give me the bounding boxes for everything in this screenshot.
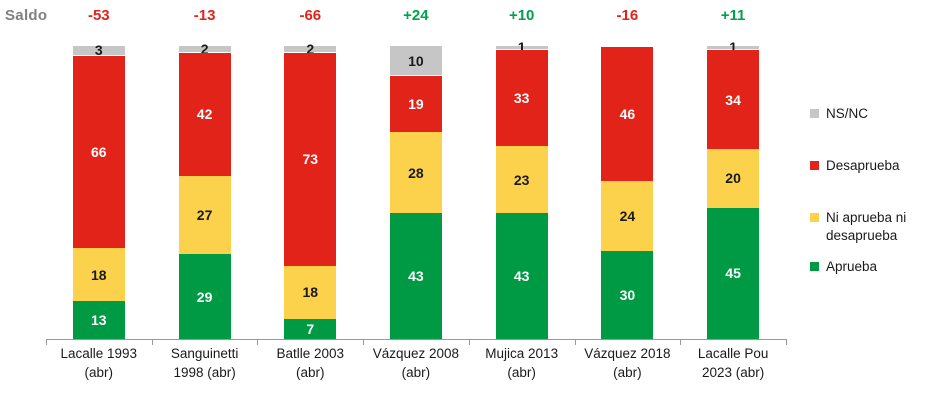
legend-item: Desaprueba	[810, 157, 900, 175]
legend-swatch	[810, 262, 819, 271]
segment-value-label: 73	[302, 151, 319, 168]
legend-swatch	[810, 213, 819, 222]
bar-segment: 30	[601, 251, 654, 339]
bar-segment: 2	[178, 42, 231, 56]
legend-label: Aprueba	[826, 259, 878, 274]
bar: 2 42 27 29	[178, 42, 231, 339]
saldo-value: +11	[720, 7, 746, 24]
bar-segment: 27	[178, 175, 231, 255]
segment-value-label: 27	[196, 206, 213, 223]
bar: 10 19 28 43	[389, 45, 442, 339]
bar-segment: 1	[495, 40, 548, 54]
segment-value-label: 10	[408, 52, 424, 69]
category-label: Mujica 2013 (abr)	[485, 346, 559, 380]
bar-segment: 24	[601, 181, 654, 252]
bar-segment: 43	[495, 213, 548, 339]
category-label: Lacalle 1993 (abr)	[60, 346, 138, 380]
category-label: Sanguinetti 1998 (abr)	[170, 346, 239, 380]
legend-item: NS/NC	[810, 105, 868, 123]
segment-value-label: 2	[200, 41, 209, 58]
axis-tick	[468, 339, 470, 345]
bar-segment: 3	[72, 42, 125, 59]
bar-segment: 33	[495, 49, 548, 147]
legend: NS/NC Desaprueba Ni aprueba ni desaprueba A…	[810, 98, 934, 298]
segment-value-label: 30	[619, 287, 636, 304]
legend-label: Desaprueba	[826, 158, 900, 173]
bar-segment: 66	[72, 55, 125, 249]
segment-value-label: 43	[513, 268, 530, 285]
bar: 1 33 23 43	[495, 40, 548, 339]
category-label: Batlle 2003 (abr)	[276, 346, 345, 380]
segment-value-label: 13	[91, 312, 107, 328]
bar: 2 73 18 7	[284, 42, 337, 339]
bar-segment: 23	[495, 146, 548, 214]
segment-value-label: 45	[725, 265, 741, 282]
saldo-value: +10	[508, 7, 535, 24]
legend-item: Ni aprueba ni desaprueba	[810, 209, 934, 245]
segment-value-label: 23	[513, 171, 530, 188]
saldo-value: -16	[616, 7, 639, 24]
segment-value-label: 66	[91, 144, 107, 161]
segment-value-label: 20	[725, 170, 741, 187]
legend-label: NS/NC	[826, 106, 869, 121]
segment-value-label: 24	[619, 208, 636, 225]
bar-segment: 42	[178, 52, 231, 176]
bar-segment: 1	[707, 40, 760, 54]
axis-tick	[151, 339, 153, 345]
segment-value-label: 7	[306, 320, 315, 337]
bar: 3 66 18 13	[72, 42, 125, 339]
bar-segment: 19	[389, 76, 442, 132]
bar-segment: 34	[707, 49, 760, 150]
segment-value-label: 1	[517, 39, 526, 56]
segment-value-label: 2	[306, 40, 315, 57]
axis-tick	[257, 339, 259, 345]
bar-segment: 73	[284, 52, 337, 267]
bar-segment: 46	[601, 47, 654, 182]
segment-value-label: 19	[408, 95, 424, 112]
axis-tick	[680, 339, 682, 345]
segment-value-label: 29	[196, 288, 213, 305]
legend-swatch	[810, 109, 819, 118]
category-label: Vázquez 2018 (abr)	[584, 346, 671, 380]
segment-value-label: 18	[91, 266, 107, 283]
bar-segment: 45	[707, 207, 760, 339]
bar-segment: 2	[284, 42, 337, 56]
segment-value-label: 43	[408, 268, 424, 285]
segment-value-label: 28	[408, 164, 424, 181]
bar: 1 34 20 45	[707, 40, 760, 339]
segment-value-label: 1	[729, 39, 737, 56]
saldo-value: +24	[403, 7, 429, 24]
bar-segment: 18	[72, 248, 125, 301]
bar-segment: 7	[284, 318, 337, 339]
segment-value-label: 33	[513, 90, 530, 107]
bar-segment: 13	[72, 301, 125, 339]
legend-swatch	[810, 161, 819, 170]
bar-segment: 43	[389, 213, 442, 339]
axis-tick	[46, 339, 47, 345]
legend-item: Aprueba	[810, 258, 877, 276]
saldo-value: -13	[193, 7, 216, 24]
saldo-row-label: Saldo	[5, 7, 48, 24]
bar-segment: 20	[707, 149, 760, 208]
saldo-value: -66	[299, 7, 322, 24]
axis-tick	[363, 339, 365, 345]
segment-value-label: 3	[94, 42, 103, 59]
segment-value-label: 18	[302, 284, 319, 301]
segment-value-label: 46	[619, 106, 636, 123]
legend-label: Ni aprueba ni desaprueba	[826, 210, 907, 243]
axis-tick	[785, 339, 787, 345]
axis-tick	[574, 339, 576, 345]
bar-segment: 10	[389, 45, 442, 77]
x-axis-line	[46, 339, 786, 340]
segment-value-label: 42	[196, 106, 213, 123]
bar-segment: 18	[284, 266, 337, 319]
saldo-value: -53	[87, 7, 110, 24]
category-label: Vázquez 2008 (abr)	[372, 346, 460, 380]
segment-value-label: 34	[725, 91, 741, 108]
bar-segment: 29	[178, 254, 231, 339]
bar-segment: 28	[389, 131, 442, 214]
bar: 46 24 30	[601, 47, 654, 339]
category-label: Lacalle Pou 2023 (abr)	[697, 346, 769, 380]
